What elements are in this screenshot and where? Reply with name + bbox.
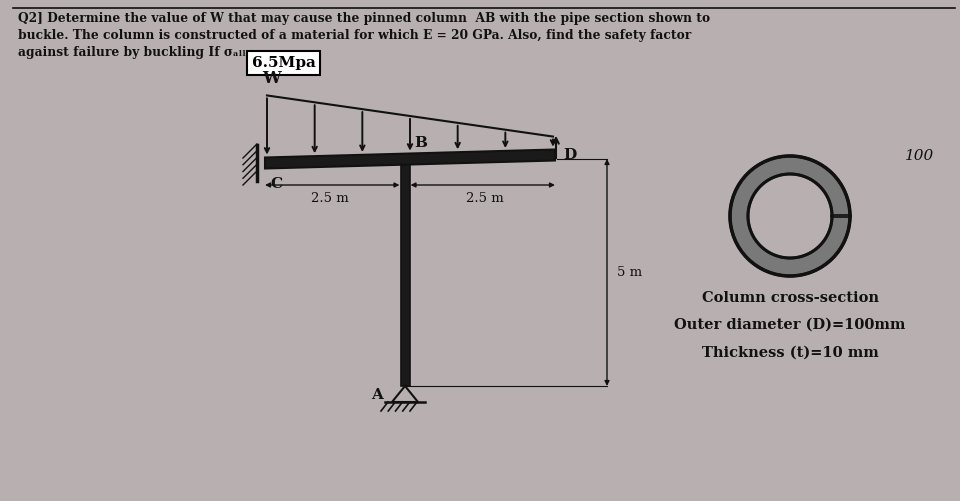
Text: D: D — [563, 148, 576, 162]
Text: 6.5Mpa: 6.5Mpa — [252, 56, 316, 70]
Polygon shape — [265, 149, 555, 168]
Text: 2.5 m: 2.5 m — [311, 192, 348, 205]
Text: Column cross-section: Column cross-section — [702, 291, 878, 305]
Text: against failure by buckling If σₐₗₗ=: against failure by buckling If σₐₗₗ= — [18, 46, 256, 59]
Text: Outer diameter (D)=100mm: Outer diameter (D)=100mm — [674, 318, 905, 332]
Text: B: B — [414, 136, 427, 150]
Text: Q2] Determine the value of W that may cause the pinned column  AB with the pipe : Q2] Determine the value of W that may ca… — [18, 12, 710, 25]
Text: buckle. The column is constructed of a material for which E = 20 GPa. Also, find: buckle. The column is constructed of a m… — [18, 29, 691, 42]
Text: Thickness (t)=10 mm: Thickness (t)=10 mm — [702, 346, 878, 360]
Text: 2.5 m: 2.5 m — [467, 192, 504, 205]
Text: 100: 100 — [905, 149, 934, 163]
Text: W: W — [263, 71, 281, 88]
Text: 5 m: 5 m — [617, 266, 642, 279]
Text: A: A — [372, 388, 383, 402]
Polygon shape — [730, 156, 850, 276]
Text: C: C — [270, 177, 282, 191]
Polygon shape — [400, 159, 410, 386]
